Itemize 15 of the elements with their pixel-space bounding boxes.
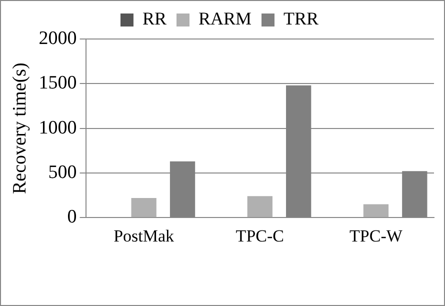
y-tick-label: 1000 <box>38 117 77 138</box>
x-tick-label: PostMak <box>114 226 175 246</box>
x-tick-label: TPC-C <box>236 226 284 246</box>
bar <box>131 198 156 218</box>
legend-label: RR <box>142 8 166 29</box>
bar <box>247 196 272 218</box>
bar <box>363 204 389 218</box>
y-tick-label: 1500 <box>38 72 77 94</box>
y-tick-label: 500 <box>48 162 77 183</box>
legend-label: RARM <box>198 8 252 29</box>
x-tick-label: TPC-W <box>350 226 404 246</box>
legend-label: TRR <box>284 8 319 29</box>
y-tick-label: 0 <box>67 206 77 228</box>
y-tick-label: 2000 <box>38 28 77 49</box>
y-axis-title: Recovery time(s) <box>9 62 30 194</box>
